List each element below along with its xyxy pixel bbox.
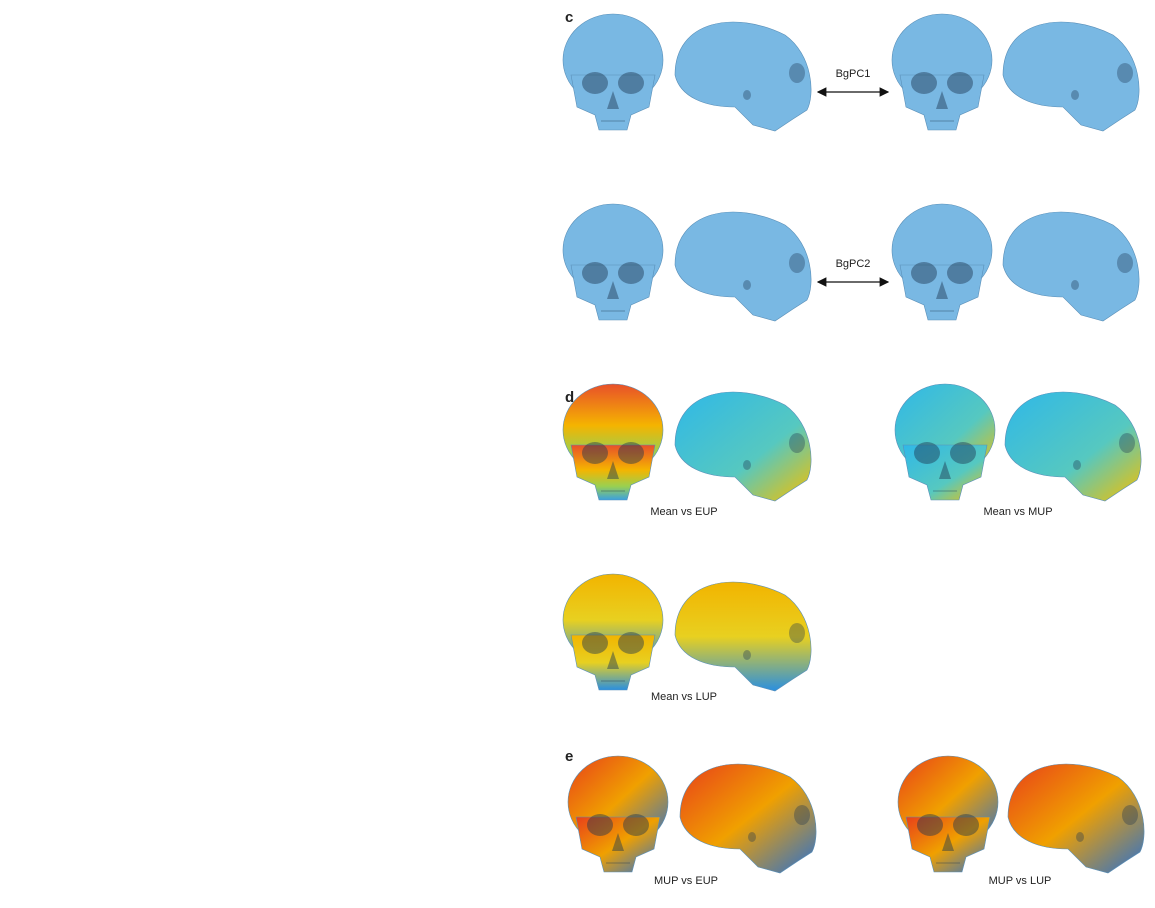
skull-front bbox=[891, 203, 993, 321]
orbit bbox=[582, 72, 608, 94]
face bbox=[899, 74, 985, 131]
skull-front bbox=[567, 755, 669, 873]
face bbox=[570, 634, 656, 691]
orbit bbox=[623, 814, 649, 836]
skull-side bbox=[1002, 21, 1140, 132]
ear bbox=[743, 90, 751, 100]
face bbox=[899, 264, 985, 321]
orbit bbox=[794, 805, 810, 825]
skull-front bbox=[897, 755, 999, 873]
skull-front bbox=[562, 383, 664, 501]
orbit bbox=[789, 433, 805, 453]
caption: MUP vs EUP bbox=[654, 875, 718, 887]
orbit bbox=[587, 814, 613, 836]
orbit bbox=[582, 442, 608, 464]
nasal bbox=[942, 833, 954, 851]
nasal bbox=[607, 651, 619, 669]
orbit bbox=[1117, 253, 1133, 273]
cranium-side bbox=[1007, 763, 1145, 874]
arrow-label: BgPC1 bbox=[836, 68, 871, 80]
orbit bbox=[947, 262, 973, 284]
orbit bbox=[1122, 805, 1138, 825]
orbit bbox=[950, 442, 976, 464]
panel-label: d bbox=[565, 389, 574, 406]
orbit bbox=[789, 623, 805, 643]
nasal bbox=[607, 91, 619, 109]
cranium-side bbox=[1004, 391, 1142, 502]
orbit bbox=[911, 72, 937, 94]
caption: Mean vs EUP bbox=[650, 506, 717, 518]
nasal bbox=[936, 91, 948, 109]
panel-label: c bbox=[565, 9, 573, 26]
orbit bbox=[618, 72, 644, 94]
nasal bbox=[939, 461, 951, 479]
nasal bbox=[936, 281, 948, 299]
orbit bbox=[582, 262, 608, 284]
cranium-side bbox=[674, 581, 812, 692]
skull-front bbox=[562, 13, 664, 131]
face bbox=[570, 444, 656, 501]
skull-side bbox=[1004, 391, 1142, 502]
ear bbox=[743, 650, 751, 660]
skull-front bbox=[562, 573, 664, 691]
skull-side bbox=[674, 211, 812, 322]
skull-front bbox=[891, 13, 993, 131]
face bbox=[575, 816, 661, 873]
cranium-side bbox=[674, 391, 812, 502]
orbit bbox=[582, 632, 608, 654]
nasal bbox=[612, 833, 624, 851]
ear bbox=[1071, 90, 1079, 100]
orbit bbox=[953, 814, 979, 836]
orbit bbox=[618, 632, 644, 654]
caption: Mean vs MUP bbox=[983, 506, 1052, 518]
arrow-label: BgPC2 bbox=[836, 258, 871, 270]
ear bbox=[743, 460, 751, 470]
face bbox=[905, 816, 991, 873]
cranium-side bbox=[1002, 21, 1140, 132]
orbit bbox=[947, 72, 973, 94]
ear bbox=[1073, 460, 1081, 470]
ear bbox=[743, 280, 751, 290]
nasal bbox=[607, 281, 619, 299]
ear bbox=[1071, 280, 1079, 290]
cranium-side bbox=[674, 211, 812, 322]
orbit bbox=[789, 253, 805, 273]
ear bbox=[1076, 832, 1084, 842]
skull-side bbox=[674, 391, 812, 502]
orbit bbox=[917, 814, 943, 836]
orbit bbox=[618, 442, 644, 464]
orbit bbox=[1119, 433, 1135, 453]
face bbox=[570, 264, 656, 321]
cranium-side bbox=[674, 21, 812, 132]
skull-front bbox=[562, 203, 664, 321]
skull-side bbox=[674, 581, 812, 692]
face bbox=[902, 444, 988, 501]
skull-side bbox=[1002, 211, 1140, 322]
skull-front bbox=[894, 383, 996, 501]
orbit bbox=[618, 262, 644, 284]
caption: Mean vs LUP bbox=[651, 691, 717, 703]
orbit bbox=[911, 262, 937, 284]
skull-side bbox=[679, 763, 817, 874]
skull-side bbox=[674, 21, 812, 132]
cranium-side bbox=[1002, 211, 1140, 322]
caption: MUP vs LUP bbox=[989, 875, 1052, 887]
nasal bbox=[607, 461, 619, 479]
face bbox=[570, 74, 656, 131]
panel-label: e bbox=[565, 748, 573, 765]
orbit bbox=[914, 442, 940, 464]
cranium-side bbox=[679, 763, 817, 874]
skull-side bbox=[1007, 763, 1145, 874]
orbit bbox=[789, 63, 805, 83]
ear bbox=[748, 832, 756, 842]
orbit bbox=[1117, 63, 1133, 83]
